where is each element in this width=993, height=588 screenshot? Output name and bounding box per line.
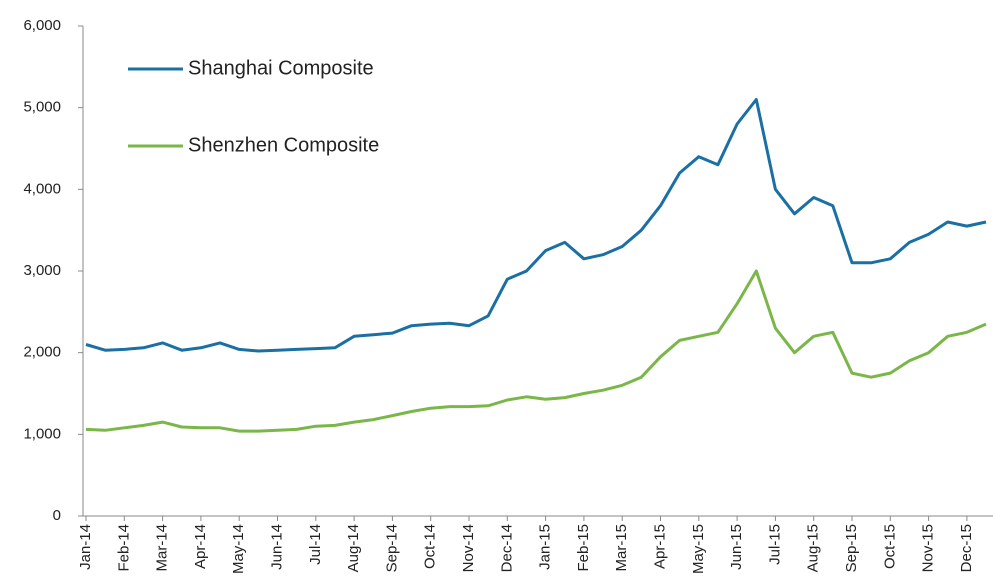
legend-label: Shanghai Composite [188,57,374,79]
x-tick-label: Jun-14 [268,524,285,570]
x-tick-label: Apr-15 [651,524,668,569]
legend-label: Shenzhen Composite [188,134,379,156]
y-tick-label: 2,000 [23,344,61,361]
series-line [85,269,987,433]
x-tick-label: Dec-14 [498,524,515,572]
x-tick-label: Jul-14 [307,524,324,565]
x-tick-label: Dec-15 [958,524,975,572]
x-tick-label: Jan-14 [77,524,94,570]
x-tick-label: Jun-15 [728,524,745,570]
x-tick-label: Nov-15 [920,524,937,572]
y-tick-label: 6,000 [23,17,61,34]
x-tick-label: Oct-15 [881,524,898,569]
x-tick-label: Feb-15 [575,524,592,572]
y-tick-label: 1,000 [23,425,61,442]
x-tick-label: Feb-14 [115,524,132,572]
x-tick-label: May-15 [690,524,707,574]
x-tick-label: Mar-15 [613,524,630,572]
x-tick-label: Aug-15 [805,524,822,572]
x-tick-label: Apr-14 [192,524,209,569]
y-tick-label: 0 [53,507,61,524]
y-tick-label: 3,000 [23,262,61,279]
x-tick-label: Aug-14 [345,524,362,572]
x-tick-label: Oct-14 [422,524,439,569]
x-tick-label: Jan-15 [537,524,554,570]
y-tick-label: 4,000 [23,180,61,197]
x-tick-label: Sep-14 [383,524,400,572]
x-tick-label: Sep-15 [843,524,860,572]
series-line [85,98,987,353]
x-tick-label: May-14 [230,524,247,574]
x-tick-label: Jul-15 [766,524,783,565]
x-tick-label: Nov-14 [460,524,477,572]
y-tick-label: 5,000 [23,99,61,116]
x-tick-label: Mar-14 [154,524,171,572]
